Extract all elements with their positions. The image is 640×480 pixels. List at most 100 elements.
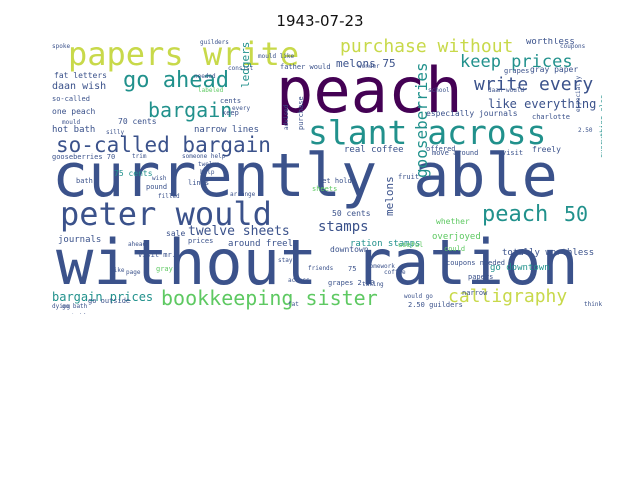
cloud-word: melons 75 <box>336 57 396 70</box>
cloud-word: mould <box>62 119 81 126</box>
cloud-word: papers <box>468 273 494 281</box>
cloud-word: papers write <box>68 38 300 73</box>
cloud-word: keep prices <box>460 52 573 72</box>
cloud-word: fruit <box>398 173 420 181</box>
cloud-word: guilders <box>200 39 229 46</box>
word-cloud: without ration currently able peach papers … <box>48 38 602 314</box>
cloud-word: someone help <box>182 153 226 160</box>
cloud-word: without ration <box>56 226 579 299</box>
cloud-word: ration stamps <box>350 239 421 249</box>
cloud-word: calligraphy <box>448 286 568 307</box>
cloud-word: filled <box>158 193 180 200</box>
cloud-word: move around <box>432 149 479 157</box>
cloud-word: bargain <box>148 98 233 122</box>
cloud-word: gooseberries <box>412 62 431 178</box>
cloud-word: whether <box>436 217 470 226</box>
cloud-word: sheets <box>312 185 338 193</box>
cloud-word: 70 cents <box>118 117 157 126</box>
cloud-word: get hold <box>318 177 352 185</box>
cloud-word: across <box>288 277 310 284</box>
cloud-word: help <box>200 169 215 176</box>
cloud-word: 50 <box>564 202 589 226</box>
cloud-word: mould like <box>258 53 295 60</box>
cloud-word: peach <box>482 202 549 227</box>
chart-title: 1943-07-23 <box>276 12 364 30</box>
cloud-word: freely <box>532 145 561 154</box>
cloud-word: narrow <box>462 289 488 297</box>
cloud-word: consist <box>228 65 254 72</box>
cloud-word: advised <box>283 104 290 130</box>
cloud-word: especially journals <box>426 109 518 118</box>
cloud-word: 2.50 <box>578 127 593 134</box>
cloud-word: purchase without <box>340 38 514 57</box>
cloud-word: needed <box>194 73 216 80</box>
cloud-word: silly <box>106 129 125 136</box>
cloud-word: bargain prices <box>52 290 154 304</box>
cloud-word: daan would <box>488 87 525 94</box>
cloud-word: school <box>428 87 450 94</box>
cloud-word: like everything <box>488 97 597 111</box>
cloud-word: visit mr. <box>138 251 176 259</box>
cloud-word: journals <box>58 235 102 245</box>
cloud-word: labeled <box>198 87 224 94</box>
cloud-word: one peach <box>52 107 96 116</box>
cloud-word: coupons <box>560 43 586 50</box>
cloud-word: trim <box>132 153 147 160</box>
cloud-word: wonder <box>358 63 380 70</box>
cloud-word: cents <box>220 97 242 105</box>
cloud-word: pound <box>146 183 168 191</box>
cloud-word: coupons needed <box>446 259 506 267</box>
cloud-word: so-called <box>52 95 90 103</box>
cloud-word: go bath <box>62 303 88 310</box>
cloud-word: totally worthless <box>502 248 595 258</box>
cloud-word: gooseberries 70 <box>52 153 116 161</box>
cloud-word: lines <box>188 179 210 187</box>
cloud-word: narrow lines <box>194 125 260 135</box>
cloud-word: daan wish <box>52 81 107 92</box>
cloud-word: taking <box>362 281 384 288</box>
cloud-word: coffee <box>384 269 406 276</box>
cloud-word: ahead <box>128 241 147 248</box>
cloud-word: peter would <box>60 195 272 233</box>
cloud-word: homework <box>366 263 395 270</box>
cloud-word: prices <box>188 237 214 245</box>
cloud-word: around freely <box>228 239 299 249</box>
cloud-word: slant across <box>308 113 547 152</box>
cloud-word: grapes <box>504 67 530 75</box>
cloud-word: stamps <box>318 219 369 235</box>
cloud-word: peach <box>276 54 463 127</box>
cloud-word: real coffee <box>344 145 404 155</box>
cloud-word: purchase <box>297 96 305 130</box>
cloud-word: arrange <box>230 191 256 198</box>
cloud-word: 2.50 guilders <box>408 301 463 309</box>
cloud-word: could <box>444 245 466 253</box>
cloud-word: 75 <box>348 265 357 273</box>
cloud-word: gray <box>156 265 173 273</box>
cloud-word: dying <box>52 303 71 310</box>
cloud-word: especially <box>575 75 582 112</box>
cloud-word: father would <box>280 63 331 71</box>
cloud-word: visit <box>502 149 524 157</box>
cloud-word: would go <box>404 293 433 300</box>
cloud-word: twelve <box>198 161 220 168</box>
cloud-word: worthless <box>526 38 575 47</box>
cloud-word: currently able <box>52 141 558 211</box>
cloud-word: fat letters <box>54 71 107 80</box>
cloud-word: go outside <box>88 297 131 305</box>
cloud-word: overjoyed <box>432 232 481 242</box>
cloud-word: useful <box>398 241 424 249</box>
cloud-word: stay <box>278 257 293 264</box>
cloud-word: sale <box>166 229 186 238</box>
cloud-word: everything else <box>599 94 602 158</box>
cloud-word: thinking <box>584 301 602 308</box>
cloud-word: bath <box>76 177 93 185</box>
cloud-word: offered <box>426 145 456 153</box>
cloud-word: like <box>110 267 125 274</box>
cloud-word: wish <box>152 175 167 182</box>
cloud-word: bookkeeping sister <box>161 286 378 310</box>
cloud-word: every <box>232 105 251 112</box>
cloud-word: spoke <box>52 43 71 50</box>
cloud-word: charlotte <box>532 113 570 121</box>
cloud-word: downtown <box>330 245 369 254</box>
cloud-word: grapes 2.50 <box>328 279 375 287</box>
